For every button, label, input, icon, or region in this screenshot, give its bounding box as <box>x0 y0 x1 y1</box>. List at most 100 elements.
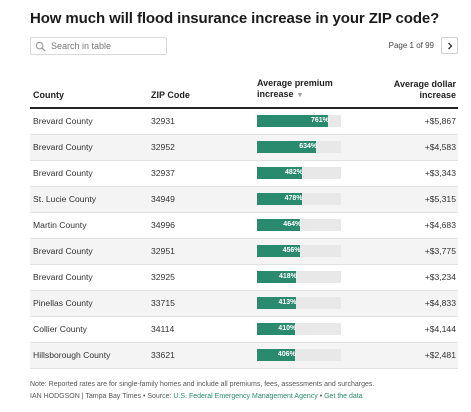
cell-dollar: +$4,583 <box>424 142 456 152</box>
column-header-county[interactable]: County <box>30 70 148 109</box>
cell-premium: 418% <box>254 264 358 290</box>
premium-bar-track: 410% <box>257 323 341 335</box>
premium-bar <box>257 141 317 153</box>
cell-zip: 34949 <box>151 194 175 204</box>
cell-premium: 406% <box>254 342 358 368</box>
cell-county: St. Lucie County <box>33 194 97 204</box>
cell-dollar: +$3,343 <box>424 168 456 178</box>
premium-bar-track: 456% <box>257 245 341 257</box>
cell-premium: 482% <box>254 160 358 186</box>
premium-bar-label: 410% <box>278 325 297 332</box>
page-title: How much will flood insurance increase i… <box>30 10 440 27</box>
cell-zip: 33621 <box>151 350 175 360</box>
footnote: Note: Reported rates are for single-fami… <box>30 381 375 388</box>
column-header-county-label: County <box>33 90 64 100</box>
premium-bar-label: 413% <box>278 299 297 306</box>
next-page-button[interactable] <box>441 37 458 54</box>
cell-zip: 32951 <box>151 246 175 256</box>
cell-dollar: +$3,775 <box>424 246 456 256</box>
table-row: Hillsborough County 33621 406% +$2,481 <box>30 342 458 368</box>
column-header-zip-label: ZIP Code <box>151 90 190 100</box>
pagination: Page 1 of 99 <box>389 37 458 54</box>
cell-zip: 34114 <box>151 324 175 334</box>
cell-zip: 32931 <box>151 116 175 127</box>
cell-county: Brevard County <box>33 272 93 282</box>
cell-dollar: +$4,144 <box>424 324 456 334</box>
premium-bar-track: 406% <box>257 349 341 361</box>
table-row: Pinellas County 33715 413% +$4,833 <box>30 290 458 316</box>
premium-bar-track: 478% <box>257 193 341 205</box>
get-data-link[interactable]: Get the data <box>324 393 363 400</box>
cell-zip: 32937 <box>151 168 175 178</box>
cell-dollar: +$5,315 <box>424 194 456 204</box>
search-icon <box>35 41 46 52</box>
credit-separator: • <box>317 393 325 400</box>
table-row: Brevard County 32937 482% +$3,343 <box>30 160 458 186</box>
table-row: Brevard County 32925 418% +$3,234 <box>30 264 458 290</box>
chevron-right-icon <box>447 42 452 49</box>
cell-dollar: +$4,683 <box>424 220 456 230</box>
table-row: Martin County 34996 464% +$4,683 <box>30 212 458 238</box>
premium-bar <box>257 193 302 205</box>
cell-county: Hillsborough County <box>33 350 111 360</box>
cell-dollar: +$2,481 <box>424 350 456 360</box>
premium-bar-track: 413% <box>257 297 341 309</box>
cell-premium: 478% <box>254 186 358 212</box>
cell-premium: 456% <box>254 238 358 264</box>
premium-bar <box>257 115 328 128</box>
column-header-premium[interactable]: Average premium increase ▼ <box>254 70 358 109</box>
credit-prefix: IAN HODGSON | Tampa Bay Times • Source: <box>30 393 174 400</box>
premium-bar-track: 634% <box>257 141 341 153</box>
premium-bar-label: 464% <box>283 221 302 228</box>
cell-dollar: +$4,833 <box>424 298 456 308</box>
premium-bar <box>257 271 296 283</box>
cell-premium: 413% <box>254 290 358 316</box>
source-link[interactable]: U.S. Federal Emergency Management Agency <box>173 393 318 400</box>
column-header-dollar-line1: Average dollar <box>393 79 456 89</box>
column-header-premium-line2: increase <box>257 89 294 99</box>
column-header-dollar-line2: increase <box>419 90 456 100</box>
table-row: Brevard County 32931 761% +$5,867 <box>30 108 458 134</box>
premium-bar <box>257 219 301 231</box>
table-row: St. Lucie County 34949 478% +$5,315 <box>30 186 458 212</box>
cell-county: Collier County <box>33 324 87 334</box>
premium-bar-label: 406% <box>277 351 296 358</box>
cell-dollar: +$3,234 <box>424 272 456 282</box>
premium-bar-label: 418% <box>279 273 297 280</box>
cell-county: Brevard County <box>33 246 93 256</box>
premium-bar <box>257 323 296 335</box>
credit-line: IAN HODGSON | Tampa Bay Times • Source: … <box>30 393 363 400</box>
premium-bar-label: 478% <box>284 195 303 202</box>
cell-zip: 33715 <box>151 298 175 308</box>
search-box[interactable] <box>30 37 167 55</box>
cell-premium: 634% <box>254 134 358 160</box>
cell-dollar: +$5,867 <box>424 116 456 127</box>
column-header-dollar[interactable]: Average dollar increase <box>358 70 458 109</box>
cell-premium: 410% <box>254 316 358 342</box>
table-header-row: County ZIP Code Average premium increase… <box>30 70 458 109</box>
cell-zip: 34996 <box>151 220 175 230</box>
table-row: Collier County 34114 410% +$4,144 <box>30 316 458 342</box>
premium-bar <box>257 297 296 309</box>
column-header-zip[interactable]: ZIP Code <box>148 70 254 109</box>
table-row: Brevard County 32951 456% +$3,775 <box>30 238 458 264</box>
flood-insurance-table: County ZIP Code Average premium increase… <box>30 70 458 369</box>
premium-bar <box>257 349 295 361</box>
cell-county: Brevard County <box>33 142 93 152</box>
premium-bar-track: 464% <box>257 219 341 231</box>
premium-bar-track: 761% <box>257 115 341 128</box>
premium-bar <box>257 167 302 179</box>
search-input[interactable] <box>51 41 161 51</box>
premium-bar <box>257 245 300 257</box>
premium-bar-track: 482% <box>257 167 341 179</box>
premium-bar-label: 761% <box>311 117 329 125</box>
page-indicator: Page 1 of 99 <box>388 41 434 50</box>
cell-county: Brevard County <box>33 168 93 178</box>
table-row: Brevard County 32952 634% +$4,583 <box>30 134 458 160</box>
premium-bar-label: 634% <box>299 143 318 150</box>
premium-bar-label: 482% <box>285 169 303 176</box>
cell-county: Brevard County <box>33 116 93 127</box>
cell-zip: 32952 <box>151 142 175 152</box>
cell-zip: 32925 <box>151 272 175 282</box>
sort-descending-icon[interactable]: ▼ <box>296 92 304 99</box>
